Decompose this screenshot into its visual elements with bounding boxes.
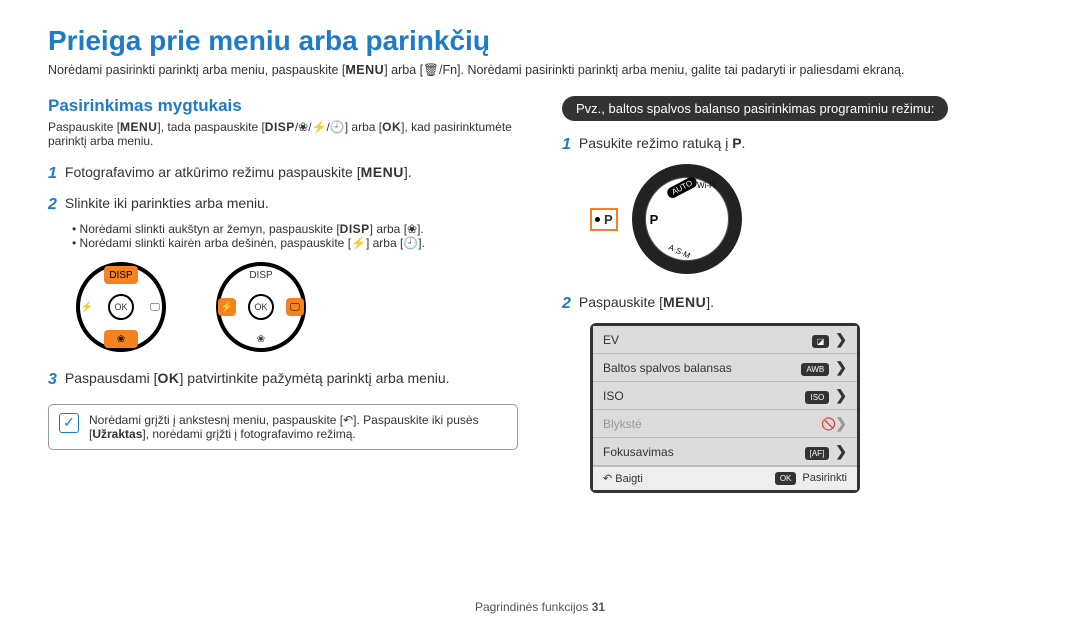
lcd-footer: ↶ Baigti OKPasirinkti <box>593 466 857 490</box>
p-indicator: P <box>590 208 618 231</box>
dpad-highlighted: DISP ❀ ⚡ 🖵 OK <box>76 262 166 352</box>
page-footer: Pagrindinės funkcijos 31 <box>0 600 1080 614</box>
intro-text: Norėdami pasirinkti parinktį arba meniu,… <box>48 63 1032 78</box>
page-title: Prieiga prie meniu arba parinkčių <box>48 25 1032 57</box>
right-column: Pvz., baltos spalvos balanso pasirinkima… <box>562 96 1032 493</box>
lcd-row-wb: Baltos spalvos balansasAWB❯ <box>593 354 857 382</box>
dpad-plain: DISP ❀ ⚡ 🖵 OK <box>216 262 306 352</box>
note-icon: ✓ <box>59 413 79 433</box>
dial-wifi-label: Wi-Fi <box>697 181 716 190</box>
step-1: 1 Fotografavimo ar atkūrimo režimu paspa… <box>48 162 518 185</box>
dial-p-label: P <box>650 212 659 227</box>
section-heading: Pasirinkimas mygtukais <box>48 96 518 116</box>
note-box: ✓ Norėdami grįžti į ankstesnį meniu, pas… <box>48 404 518 450</box>
dpad-flash-icon: ⚡ <box>78 298 96 316</box>
section-sub: Paspauskite [MENU], tada paspauskite [DI… <box>48 120 518 148</box>
right-step-1: 1 Pasukite režimo ratuką į P. <box>562 133 1032 156</box>
example-pill: Pvz., baltos spalvos balanso pasirinkima… <box>562 96 948 121</box>
dpad-timer-icon: 🖵 <box>146 298 164 316</box>
dpad-diagrams: DISP ❀ ⚡ 🖵 OK DISP ❀ ⚡ 🖵 OK <box>76 262 518 352</box>
right-step-2: 2 Paspauskite [MENU]. <box>562 292 1032 315</box>
dpad-disp-label: DISP <box>104 266 138 284</box>
lcd-row-flash: Blykstė🚫❯ <box>593 410 857 438</box>
lcd-row-ev: EV◪❯ <box>593 326 857 354</box>
dpad-flower-icon: ❀ <box>104 330 138 348</box>
lcd-row-iso: ISOISO❯ <box>593 382 857 410</box>
step-3: 3 Paspausdami [OK] patvirtinkite pažymėt… <box>48 368 518 391</box>
step-2: 2 Slinkite iki parinkties arba meniu. <box>48 193 518 216</box>
left-column: Pasirinkimas mygtukais Paspauskite [MENU… <box>48 96 518 493</box>
mode-dial-diagram: P P AUTO Wi-Fi A·S·M <box>590 164 1032 274</box>
lcd-menu: EV◪❯ Baltos spalvos balansasAWB❯ ISOISO❯… <box>590 323 860 493</box>
lcd-row-focus: Fokusavimas[AF]❯ <box>593 438 857 466</box>
step-2-bullets: Norėdami slinkti aukštyn ar žemyn, paspa… <box>72 222 518 250</box>
